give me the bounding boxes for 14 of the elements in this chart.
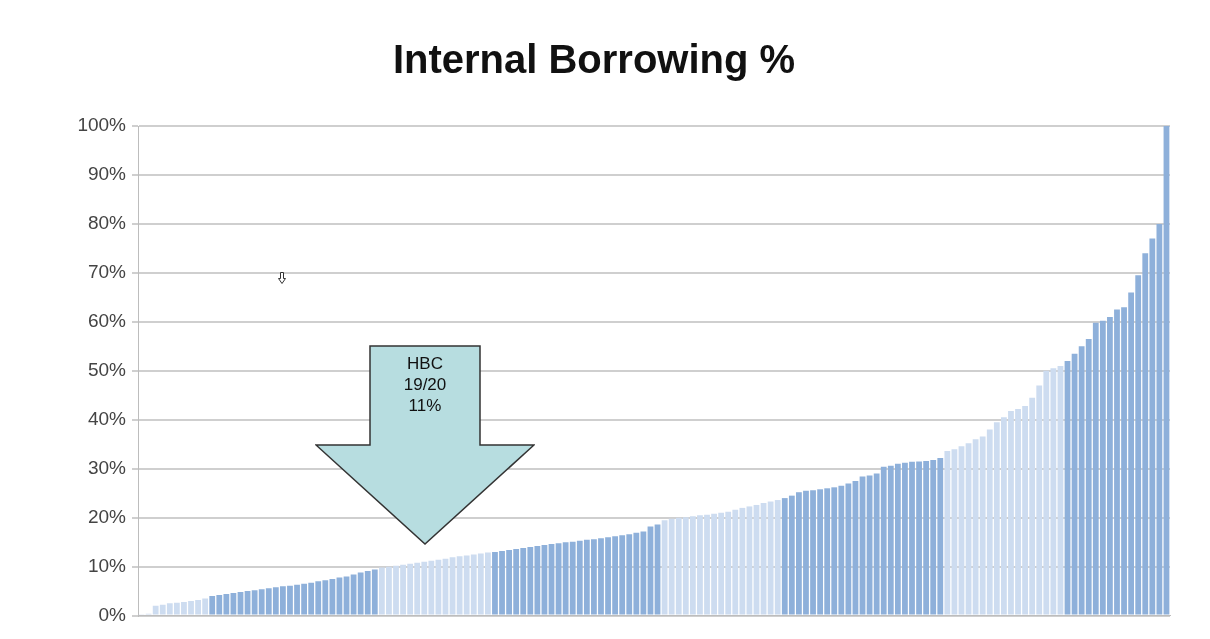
y-tick-label: 10% (87, 554, 127, 576)
y-tick-label: 70% (87, 261, 127, 283)
bar (944, 451, 951, 615)
y-tick-label: 60% (87, 310, 127, 332)
y-tick-label: 100% (77, 114, 127, 136)
y-tick-label: 40% (87, 407, 127, 429)
y-tick-label: 30% (87, 456, 127, 478)
y-tick-label: 50% (87, 359, 127, 381)
y-tick-label: 20% (87, 505, 127, 527)
annotation: HBC 19/20 11% (402, 353, 448, 416)
y-tick-label: 90% (87, 163, 127, 185)
chart-title: Internal Borrowing % (392, 37, 796, 82)
y-tick-label: 80% (87, 212, 127, 234)
y-tick-label: 0% (98, 603, 127, 625)
